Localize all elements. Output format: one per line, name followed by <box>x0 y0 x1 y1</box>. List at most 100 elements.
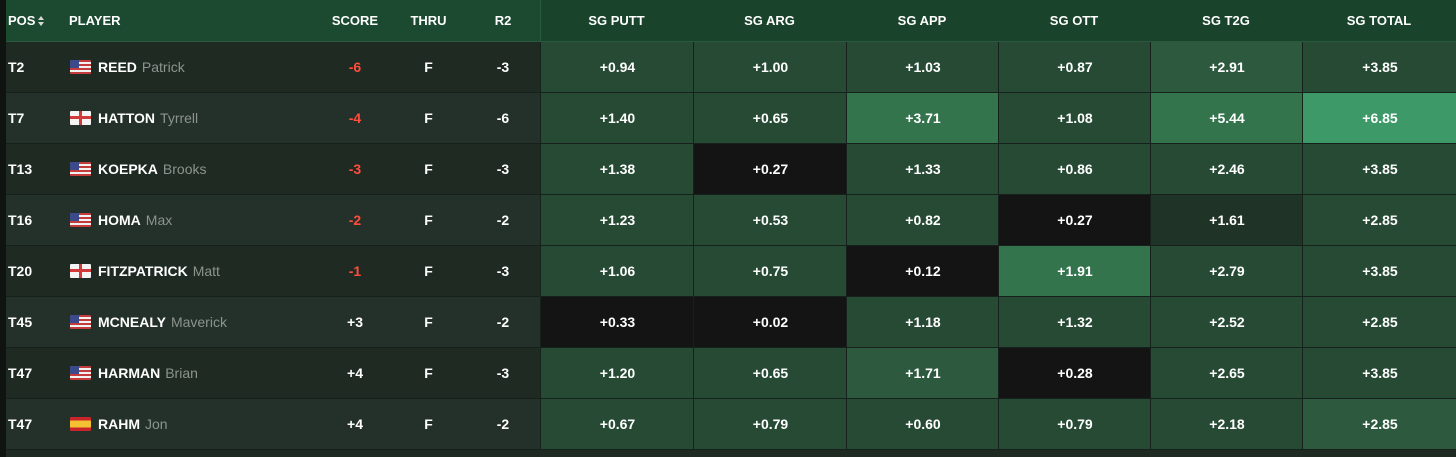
sg-ott-cell: +1.32 <box>998 297 1151 347</box>
player-cell[interactable]: MCNEALY Maverick <box>70 297 330 347</box>
table-row[interactable]: T47 HARMAN Brian +4 F -3 +1.20 +0.65 +1.71 +0.28 +… <box>6 348 1456 399</box>
round2-cell: -3 <box>496 59 510 75</box>
sg-ott-cell: +0.87 <box>998 42 1151 92</box>
table-row[interactable]: T45 MCNEALY Maverick +3 F -2 +0.33 +0.02 +1.18 +1… <box>6 297 1456 348</box>
player-cell[interactable]: FITZPATRICK Matt <box>70 246 330 296</box>
row-background <box>6 246 540 296</box>
player-first-name: Jon <box>145 416 168 432</box>
player-cell[interactable]: KOEPKA Brooks <box>70 144 330 194</box>
player-cell[interactable]: REED Patrick <box>70 42 330 92</box>
player-last-name: RAHM <box>98 416 140 432</box>
table-row[interactable]: T13 KOEPKA Brooks -3 F -3 +1.38 +0.27 +1.33 +0.86… <box>6 144 1456 195</box>
header-sg-putt[interactable]: SG PUTT <box>588 13 645 28</box>
sg-ott-cell: +1.08 <box>998 93 1151 143</box>
thru-cell: F <box>424 212 433 228</box>
sg-t2g-cell: +2.79 <box>1150 246 1303 296</box>
thru-cell: F <box>424 365 433 381</box>
header-sg-t2g[interactable]: SG T2G <box>1202 13 1250 28</box>
player-first-name: Brian <box>165 365 198 381</box>
row-background <box>6 399 540 449</box>
table-row[interactable]: T7 HATTON Tyrrell -4 F -6 +1.40 +0.65 +3.71 +1.08… <box>6 93 1456 144</box>
sg-total-cell: +3.85 <box>1302 348 1456 398</box>
row-background <box>6 348 540 398</box>
sg-t2g-cell: +2.65 <box>1150 348 1303 398</box>
sort-icon[interactable] <box>38 15 45 26</box>
row-background <box>6 42 540 92</box>
player-cell[interactable]: HATTON Tyrrell <box>70 93 330 143</box>
row-background <box>6 144 540 194</box>
us-flag-icon <box>70 365 91 380</box>
header-player[interactable]: PLAYER <box>69 13 121 28</box>
player-first-name: Matt <box>192 263 220 279</box>
us-flag-icon <box>70 212 91 227</box>
player-first-name: Brooks <box>162 161 207 177</box>
header-sg-ott[interactable]: SG OTT <box>1049 13 1099 28</box>
player-last-name: HATTON <box>98 110 156 126</box>
score-cell: -4 <box>348 110 362 126</box>
header-thru[interactable]: THRU <box>410 13 447 28</box>
position-cell: T47 <box>8 416 33 432</box>
player-first-name: Max <box>145 212 173 228</box>
score-cell: +4 <box>347 416 363 432</box>
sg-ott-cell: +0.79 <box>998 399 1151 449</box>
sg-putt-cell: +1.38 <box>540 144 694 194</box>
sg-putt-cell: +1.40 <box>540 93 694 143</box>
sg-arg-cell: +0.75 <box>693 246 847 296</box>
player-last-name: KOEPKA <box>98 161 158 177</box>
position-cell: T7 <box>8 110 25 126</box>
thru-cell: F <box>424 161 433 177</box>
player-cell[interactable]: RAHM Jon <box>70 399 330 449</box>
sg-total-cell: +3.85 <box>1302 246 1456 296</box>
player-first-name: Patrick <box>141 59 185 75</box>
table-row[interactable]: T2 REED Patrick -6 F -3 +0.94 +1.00 +1.03 +0.87 +2… <box>6 42 1456 93</box>
thru-cell: F <box>424 263 433 279</box>
player-cell[interactable]: HARMAN Brian <box>70 348 330 398</box>
sg-t2g-cell: +2.91 <box>1150 42 1303 92</box>
sg-app-cell: +1.71 <box>846 348 999 398</box>
player-cell[interactable]: HOMA Max <box>70 195 330 245</box>
header-r2[interactable]: R2 <box>494 13 512 28</box>
sg-app-cell: +1.18 <box>846 297 999 347</box>
header-score[interactable]: SCORE <box>331 13 379 28</box>
sg-ott-cell: +1.91 <box>998 246 1151 296</box>
header-sg-arg[interactable]: SG ARG <box>744 13 795 28</box>
us-flag-icon <box>70 314 91 329</box>
sg-arg-cell: +0.27 <box>693 144 847 194</box>
sg-app-cell: +0.82 <box>846 195 999 245</box>
england-flag-icon <box>70 110 91 125</box>
sg-t2g-cell: +2.18 <box>1150 399 1303 449</box>
table-row[interactable]: T47 RAHM Jon +4 F -2 +0.67 +0.79 +0.60 +0.79 +2.18… <box>6 399 1456 450</box>
player-first-name: Maverick <box>170 314 227 330</box>
player-last-name: HARMAN <box>98 365 161 381</box>
position-cell: T20 <box>8 263 33 279</box>
us-flag-icon <box>70 59 91 74</box>
sg-total-cell: +3.85 <box>1302 42 1456 92</box>
sg-arg-cell: +1.00 <box>693 42 847 92</box>
sg-arg-cell: +0.53 <box>693 195 847 245</box>
sg-app-cell: +3.71 <box>846 93 999 143</box>
sg-t2g-cell: +2.46 <box>1150 144 1303 194</box>
header-pos-label: POS <box>8 13 36 28</box>
sg-total-cell: +3.85 <box>1302 144 1456 194</box>
position-cell: T2 <box>8 59 25 75</box>
sg-arg-cell: +0.02 <box>693 297 847 347</box>
sg-t2g-cell: +1.61 <box>1150 195 1303 245</box>
left-edge <box>0 0 6 457</box>
header-sg-app[interactable]: SG APP <box>897 13 947 28</box>
header-pos[interactable]: POS <box>8 0 68 41</box>
thru-cell: F <box>424 110 433 126</box>
round2-cell: -3 <box>496 161 510 177</box>
player-last-name: MCNEALY <box>98 314 166 330</box>
table-row[interactable]: T16 HOMA Max -2 F -2 +1.23 +0.53 +0.82 +0.27 +1.61… <box>6 195 1456 246</box>
header-sg-total[interactable]: SG TOTAL <box>1346 13 1412 28</box>
sg-putt-cell: +1.06 <box>540 246 694 296</box>
sg-ott-cell: +0.27 <box>998 195 1151 245</box>
sg-putt-cell: +1.23 <box>540 195 694 245</box>
round2-cell: -2 <box>496 314 510 330</box>
strokes-gained-header-band <box>540 0 1456 41</box>
player-last-name: REED <box>98 59 137 75</box>
position-cell: T47 <box>8 365 33 381</box>
sg-app-cell: +1.03 <box>846 42 999 92</box>
table-row[interactable]: T20 FITZPATRICK Matt -1 F -3 +1.06 +0.75 +0.12 +1… <box>6 246 1456 297</box>
sg-app-cell: +0.60 <box>846 399 999 449</box>
